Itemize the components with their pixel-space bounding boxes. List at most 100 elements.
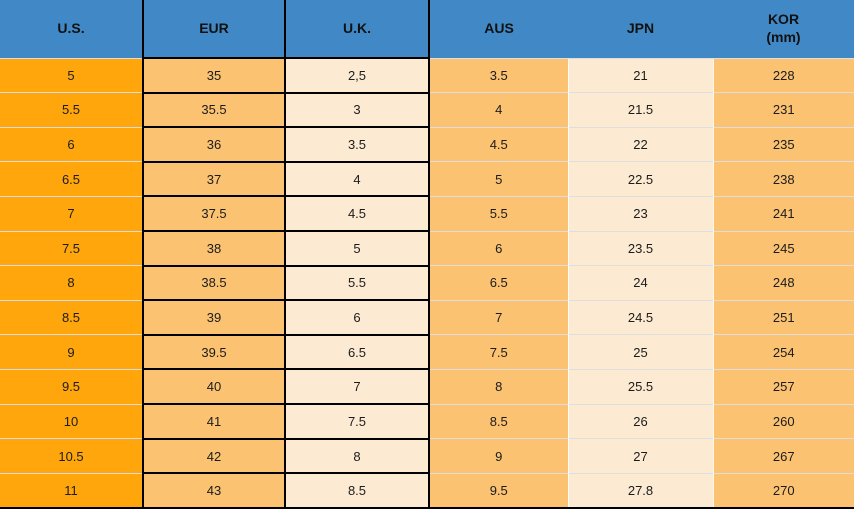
table-row: 7.5 38 5 6 23.5 245 (0, 230, 854, 266)
cell-uk: 7.5 (284, 403, 430, 439)
table-body: 5 35 2,5 3.5 21 228 5.5 35.5 3 4 21.5 231 6 36 3.5 4.5 2… (0, 57, 854, 509)
cell-uk: 3 (284, 91, 430, 128)
table-row: 6.5 37 4 5 22.5 238 (0, 160, 854, 197)
table-row: 7 37.5 4.5 5.5 23 241 (0, 195, 854, 232)
cell-eur: 42 (142, 437, 286, 474)
cell-kor: 228 (712, 57, 854, 93)
cell-uk: 2,5 (284, 57, 430, 93)
cell-jpn: 22.5 (567, 161, 713, 197)
cell-uk: 5.5 (284, 264, 430, 301)
table-row: 10.5 42 8 9 27 267 (0, 437, 854, 474)
cell-eur: 38.5 (142, 264, 286, 301)
cell-us: 5.5 (0, 92, 143, 128)
cell-aus: 4 (429, 92, 568, 128)
header-row: U.S. EUR U.K. AUS JPN KOR (mm) (0, 0, 854, 59)
cell-uk: 7 (284, 368, 430, 405)
cell-eur: 39 (142, 299, 286, 335)
cell-uk: 6 (284, 299, 430, 335)
cell-uk: 6.5 (284, 333, 430, 370)
cell-jpn: 22 (567, 126, 713, 162)
cell-jpn: 23.5 (567, 230, 713, 266)
cell-kor: 231 (712, 92, 854, 128)
cell-jpn: 24 (567, 265, 713, 301)
cell-eur: 40 (142, 368, 286, 405)
cell-kor: 270 (712, 472, 854, 509)
cell-aus: 5 (429, 161, 568, 197)
column-header-aus: AUS (429, 0, 568, 59)
cell-eur: 35.5 (142, 91, 286, 128)
column-header-kor: KOR (mm) (713, 0, 854, 59)
cell-aus: 8 (429, 368, 568, 405)
column-header-us: U.S. (0, 0, 143, 59)
cell-us: 6 (0, 126, 143, 162)
cell-kor: 235 (712, 126, 854, 162)
cell-aus: 6 (429, 230, 568, 266)
table-header: U.S. EUR U.K. AUS JPN KOR (mm) (0, 0, 854, 59)
cell-us: 10 (0, 403, 143, 439)
cell-us: 6.5 (0, 161, 143, 197)
cell-aus: 4.5 (429, 126, 568, 162)
cell-jpn: 24.5 (567, 299, 713, 335)
cell-aus: 5.5 (429, 195, 568, 232)
cell-eur: 41 (142, 403, 286, 439)
table-row: 8 38.5 5.5 6.5 24 248 (0, 264, 854, 301)
cell-kor: 260 (712, 403, 854, 439)
cell-jpn: 21 (567, 57, 713, 93)
table-row: 9 39.5 6.5 7.5 25 254 (0, 333, 854, 370)
cell-us: 9 (0, 334, 143, 370)
column-header-jpn: JPN (568, 0, 713, 59)
cell-us: 8 (0, 265, 143, 301)
column-header-eur: EUR (142, 0, 286, 59)
cell-kor: 241 (712, 195, 854, 232)
cell-aus: 3.5 (429, 57, 568, 93)
cell-kor: 248 (712, 265, 854, 301)
cell-eur: 38 (142, 230, 286, 266)
table-row: 6 36 3.5 4.5 22 235 (0, 126, 854, 162)
cell-jpn: 27.8 (567, 472, 713, 509)
table-row: 5 35 2,5 3.5 21 228 (0, 57, 854, 93)
cell-uk: 3.5 (284, 126, 430, 162)
cell-eur: 37.5 (142, 195, 286, 232)
cell-kor: 254 (712, 334, 854, 370)
cell-uk: 4.5 (284, 195, 430, 232)
cell-jpn: 23 (567, 195, 713, 232)
cell-kor: 267 (712, 438, 854, 474)
column-header-uk: U.K. (284, 0, 430, 59)
cell-jpn: 26 (567, 403, 713, 439)
cell-us: 5 (0, 57, 143, 93)
cell-us: 7 (0, 195, 143, 232)
cell-kor: 245 (712, 230, 854, 266)
cell-kor: 251 (712, 299, 854, 335)
cell-kor: 257 (712, 368, 854, 405)
cell-aus: 9.5 (429, 472, 568, 509)
column-header-kor-label: KOR (767, 11, 800, 28)
cell-us: 11 (0, 472, 143, 509)
cell-aus: 7 (429, 299, 568, 335)
cell-uk: 8.5 (284, 472, 430, 509)
cell-us: 9.5 (0, 368, 143, 405)
table-row: 11 43 8.5 9.5 27.8 270 (0, 472, 854, 509)
cell-eur: 37 (142, 160, 286, 197)
table-row: 10 41 7.5 8.5 26 260 (0, 403, 854, 439)
cell-uk: 5 (284, 230, 430, 266)
cell-aus: 8.5 (429, 403, 568, 439)
cell-jpn: 21.5 (567, 92, 713, 128)
cell-us: 7.5 (0, 230, 143, 266)
cell-uk: 4 (284, 160, 430, 197)
table-row: 8.5 39 6 7 24.5 251 (0, 299, 854, 335)
cell-aus: 7.5 (429, 334, 568, 370)
table-row: 9.5 40 7 8 25.5 257 (0, 368, 854, 405)
table-row: 5.5 35.5 3 4 21.5 231 (0, 91, 854, 128)
cell-aus: 6.5 (429, 265, 568, 301)
cell-eur: 35 (142, 57, 286, 93)
cell-aus: 9 (429, 438, 568, 474)
cell-uk: 8 (284, 437, 430, 474)
cell-kor: 238 (712, 161, 854, 197)
cell-jpn: 25 (567, 334, 713, 370)
cell-jpn: 25.5 (567, 368, 713, 405)
cell-eur: 36 (142, 126, 286, 162)
column-header-kor-sublabel: (mm) (766, 28, 801, 45)
cell-us: 8.5 (0, 299, 143, 335)
